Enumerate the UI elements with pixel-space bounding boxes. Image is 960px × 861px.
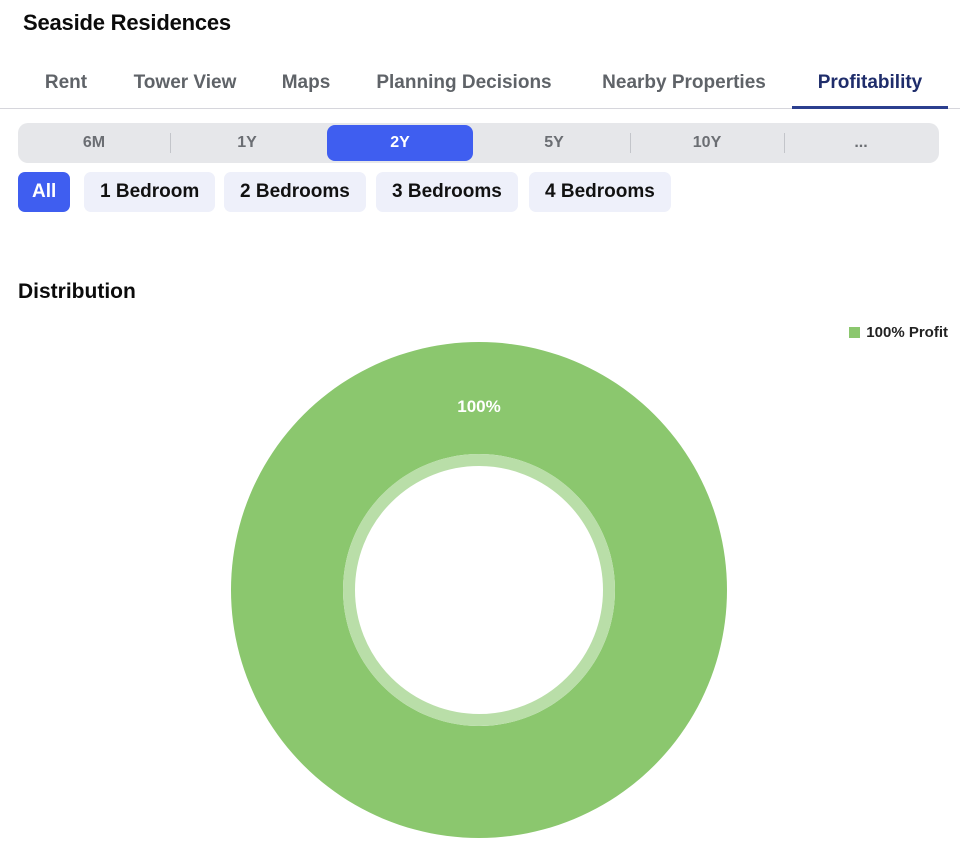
- chart-legend[interactable]: 100% Profit: [849, 324, 948, 341]
- period-divider: [170, 133, 171, 153]
- tab-tower-view[interactable]: Tower View: [133, 72, 237, 93]
- tab-nearby-properties[interactable]: Nearby Properties: [602, 72, 766, 93]
- filter-1-bedroom[interactable]: 1 Bedroom: [84, 172, 216, 212]
- period-1y[interactable]: 1Y: [237, 134, 257, 151]
- filter-all[interactable]: All: [18, 172, 71, 212]
- period-2y[interactable]: 2Y: [327, 125, 473, 161]
- donut-slice-label: 100%: [457, 397, 500, 416]
- tab-profitability[interactable]: Profitability: [792, 58, 948, 109]
- legend-label: 100% Profit: [866, 324, 948, 341]
- tab-rent[interactable]: Rent: [44, 72, 88, 93]
- period-5y[interactable]: 5Y: [544, 134, 564, 151]
- legend-swatch: [849, 327, 861, 338]
- filter-3-bedrooms[interactable]: 3 Bedrooms: [376, 172, 518, 212]
- filter-4-bedrooms[interactable]: 4 Bedrooms: [529, 172, 671, 212]
- tab-planning-decisions[interactable]: Planning Decisions: [376, 72, 552, 93]
- period-divider: [784, 133, 785, 153]
- filter-2-bedrooms[interactable]: 2 Bedrooms: [224, 172, 366, 212]
- donut-slice[interactable]: [230, 342, 727, 838]
- donut-inner-ring: [343, 454, 615, 726]
- period-10y[interactable]: 10Y: [692, 134, 722, 151]
- period-divider: [630, 133, 631, 153]
- page-title: Seaside Residences: [23, 10, 231, 35]
- period-6m[interactable]: 6M: [82, 134, 106, 151]
- period-selector: 6M 1Y 2Y 5Y 10Y ...: [18, 123, 939, 163]
- section-title: Distribution: [18, 280, 136, 303]
- period-more[interactable]: ...: [854, 134, 868, 151]
- tab-maps[interactable]: Maps: [281, 72, 331, 93]
- main-tabs: Rent Tower View Maps Planning Decisions …: [0, 58, 960, 109]
